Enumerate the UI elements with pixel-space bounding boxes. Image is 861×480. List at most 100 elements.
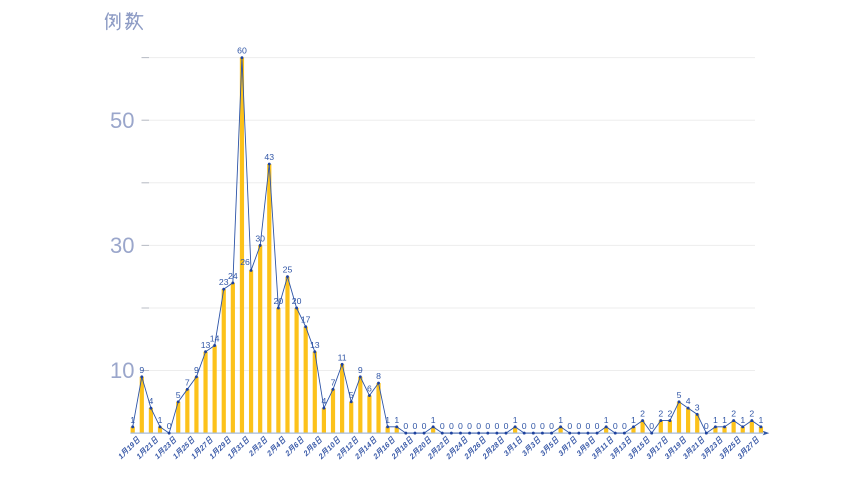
- svg-text:20: 20: [292, 296, 302, 306]
- svg-text:19: 19: [672, 440, 683, 454]
- svg-text:0: 0: [540, 421, 545, 431]
- svg-text:3: 3: [539, 448, 547, 459]
- svg-text:0: 0: [403, 421, 408, 431]
- svg-text:14: 14: [362, 439, 373, 453]
- svg-text:2: 2: [302, 448, 310, 459]
- svg-text:0: 0: [704, 421, 709, 431]
- svg-text:5: 5: [677, 390, 682, 400]
- svg-text:60: 60: [237, 46, 247, 56]
- svg-text:23: 23: [219, 277, 229, 287]
- svg-text:3: 3: [682, 451, 690, 462]
- svg-text:0: 0: [586, 421, 591, 431]
- svg-text:1: 1: [385, 415, 390, 425]
- svg-text:0: 0: [458, 421, 463, 431]
- svg-text:26: 26: [471, 440, 482, 454]
- svg-text:1: 1: [511, 440, 519, 451]
- svg-text:5: 5: [547, 440, 555, 451]
- svg-text:9: 9: [358, 365, 363, 375]
- svg-text:2: 2: [640, 409, 645, 419]
- svg-text:5: 5: [349, 390, 354, 400]
- svg-text:31: 31: [235, 440, 246, 454]
- svg-text:2: 2: [317, 451, 325, 462]
- svg-text:3: 3: [575, 448, 583, 459]
- svg-text:3: 3: [591, 451, 599, 462]
- svg-text:1: 1: [190, 451, 198, 462]
- svg-text:0: 0: [440, 421, 445, 431]
- svg-text:9: 9: [194, 365, 199, 375]
- svg-text:3: 3: [503, 448, 511, 459]
- svg-text:3: 3: [557, 448, 565, 459]
- svg-text:12: 12: [344, 440, 355, 454]
- svg-text:17: 17: [653, 440, 664, 454]
- svg-text:0: 0: [494, 421, 499, 431]
- svg-text:14: 14: [210, 334, 220, 344]
- svg-text:1: 1: [130, 415, 135, 425]
- svg-text:0: 0: [522, 421, 527, 431]
- svg-text:8: 8: [310, 440, 318, 451]
- svg-text:8: 8: [376, 371, 381, 381]
- svg-text:29: 29: [216, 440, 227, 454]
- svg-text:0: 0: [167, 421, 172, 431]
- svg-text:2: 2: [266, 448, 274, 459]
- svg-text:2: 2: [372, 451, 380, 462]
- svg-text:0: 0: [504, 421, 509, 431]
- svg-text:7: 7: [331, 377, 336, 387]
- svg-text:20: 20: [274, 296, 284, 306]
- svg-text:1: 1: [722, 415, 727, 425]
- svg-text:3: 3: [695, 402, 700, 412]
- svg-text:11: 11: [599, 440, 610, 453]
- svg-text:2: 2: [731, 409, 736, 419]
- svg-text:13: 13: [201, 340, 211, 350]
- svg-text:25: 25: [726, 440, 737, 454]
- svg-text:2: 2: [481, 451, 489, 462]
- svg-text:0: 0: [449, 421, 454, 431]
- svg-text:20: 20: [417, 440, 428, 454]
- svg-text:2: 2: [248, 448, 256, 459]
- svg-text:2: 2: [390, 451, 398, 462]
- svg-text:2: 2: [256, 440, 264, 451]
- svg-text:43: 43: [264, 152, 274, 162]
- svg-text:2: 2: [445, 451, 453, 462]
- svg-text:13: 13: [310, 340, 320, 350]
- svg-text:9: 9: [139, 365, 144, 375]
- svg-text:13: 13: [617, 440, 628, 454]
- svg-text:1: 1: [713, 415, 718, 425]
- svg-text:2: 2: [354, 451, 362, 462]
- svg-text:15: 15: [635, 440, 646, 454]
- svg-text:1: 1: [153, 451, 161, 462]
- svg-text:2: 2: [336, 451, 344, 462]
- svg-text:2: 2: [463, 451, 471, 462]
- svg-text:1: 1: [172, 451, 180, 462]
- svg-text:17: 17: [301, 315, 311, 325]
- svg-text:9: 9: [584, 440, 592, 451]
- svg-text:3: 3: [645, 451, 653, 462]
- svg-text:50: 50: [110, 108, 134, 133]
- svg-text:6: 6: [367, 384, 372, 394]
- svg-text:2: 2: [749, 409, 754, 419]
- svg-text:2: 2: [408, 451, 416, 462]
- svg-text:3: 3: [521, 448, 529, 459]
- svg-text:0: 0: [576, 421, 581, 431]
- svg-text:11: 11: [338, 352, 347, 362]
- svg-text:2: 2: [284, 448, 292, 459]
- svg-text:0: 0: [649, 421, 654, 431]
- svg-text:3: 3: [736, 451, 744, 462]
- svg-text:4: 4: [321, 396, 326, 406]
- svg-text:19: 19: [125, 440, 136, 454]
- svg-text:1: 1: [740, 415, 745, 425]
- svg-text:3: 3: [627, 451, 635, 462]
- svg-text:1: 1: [631, 415, 636, 425]
- svg-text:0: 0: [595, 421, 600, 431]
- svg-text:1: 1: [513, 415, 518, 425]
- svg-text:0: 0: [476, 421, 481, 431]
- svg-text:0: 0: [622, 421, 627, 431]
- svg-text:3: 3: [718, 451, 726, 462]
- svg-text:1: 1: [208, 451, 216, 462]
- svg-text:1: 1: [158, 415, 163, 425]
- svg-text:0: 0: [413, 421, 418, 431]
- svg-text:23: 23: [162, 440, 173, 454]
- svg-text:3: 3: [700, 451, 708, 462]
- svg-text:1: 1: [431, 415, 436, 425]
- svg-text:1: 1: [394, 415, 399, 425]
- svg-text:7: 7: [565, 440, 573, 451]
